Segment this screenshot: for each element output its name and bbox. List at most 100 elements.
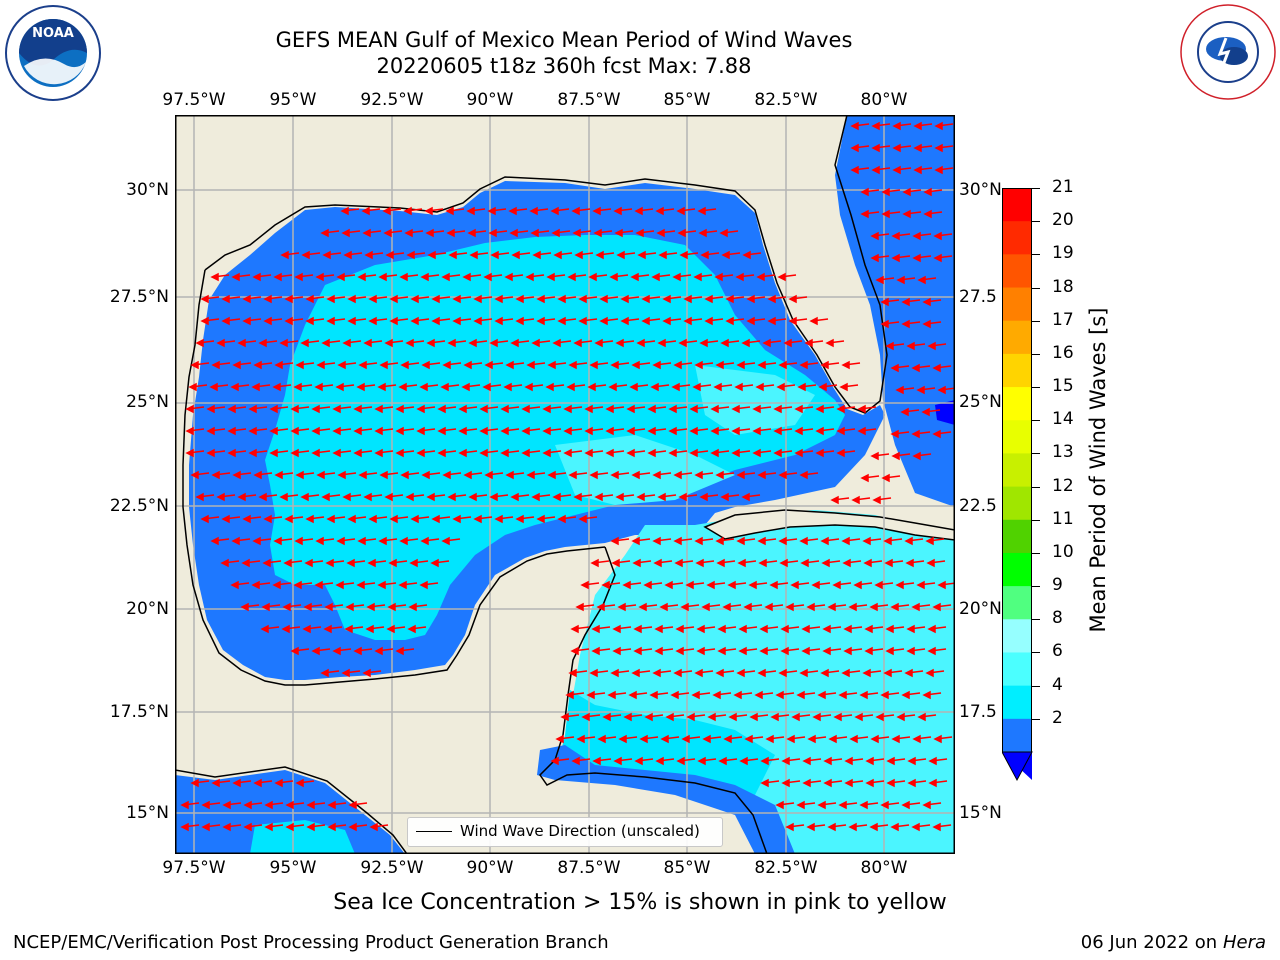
- wind-arrow-head: [638, 602, 647, 612]
- wind-arrow-head: [662, 316, 671, 326]
- colorbar-tick-label: 2: [1052, 707, 1063, 728]
- wind-arrow-head: [723, 734, 732, 744]
- wind-arrow-head: [388, 558, 397, 568]
- wind-arrow-head: [348, 822, 357, 832]
- wind-arrow-head: [896, 275, 905, 285]
- wind-arrow-head: [524, 382, 533, 392]
- wind-arrow-head: [652, 470, 661, 480]
- wind-arrow-head: [572, 228, 581, 238]
- wind-arrow-head: [557, 514, 566, 524]
- wind-arrow-head: [284, 514, 293, 524]
- wind-arrow-head: [844, 778, 853, 788]
- wind-arrow-head: [605, 404, 614, 414]
- wind-arrow-head: [441, 536, 450, 546]
- wind-arrow-head: [875, 275, 884, 285]
- wind-arrow-head: [817, 800, 826, 810]
- wind-arrow-head: [530, 228, 539, 238]
- wind-arrow-head: [404, 228, 413, 238]
- wind-arrow-head: [200, 294, 209, 304]
- wind-arrow-head: [902, 187, 911, 197]
- wind-arrow-head: [348, 800, 357, 810]
- wind-arrow-head: [356, 580, 365, 590]
- wind-arrow-head: [815, 448, 824, 458]
- wind-arrow-head: [325, 558, 334, 568]
- wind-arrow-head: [820, 536, 829, 546]
- wind-arrow-head: [335, 382, 344, 392]
- lat-tick-right: 30°N: [959, 180, 1002, 200]
- wind-arrow-head: [316, 470, 325, 480]
- wind-arrow-head: [715, 360, 724, 370]
- wind-arrow-head: [515, 514, 524, 524]
- wind-arrow-head: [488, 228, 497, 238]
- wind-arrow-head: [609, 272, 618, 282]
- wind-arrow-head: [395, 404, 404, 414]
- wind-arrow-head: [653, 558, 662, 568]
- colorbar-segment: [1002, 254, 1032, 289]
- wind-arrow-head: [300, 492, 309, 502]
- wind-arrow-head: [303, 602, 312, 612]
- wind-arrow-head: [552, 492, 561, 502]
- colorbar-tick-label: 6: [1052, 641, 1063, 662]
- wind-arrow-head: [560, 712, 569, 722]
- wind-arrow-head: [231, 272, 240, 282]
- wind-arrow-head: [557, 316, 566, 326]
- wind-arrow-head: [353, 646, 362, 656]
- colorbar-tick-mark: [1032, 221, 1040, 223]
- wind-arrow-head: [700, 250, 709, 260]
- wind-arrow-head: [634, 206, 643, 216]
- wind-arrow-head: [881, 187, 890, 197]
- wind-arrow-head: [905, 558, 914, 568]
- wind-arrow-head: [791, 712, 800, 722]
- wind-arrow-head: [484, 470, 493, 480]
- wind-arrow-head: [794, 448, 803, 458]
- wind-arrow-head: [389, 316, 398, 326]
- wind-arrow-head: [332, 426, 341, 436]
- wind-arrow-head: [850, 165, 859, 175]
- title-line-2: 20220605 t18z 360h fcst Max: 7.88: [376, 54, 752, 78]
- wind-arrow-head: [628, 690, 637, 700]
- wind-arrow-head: [823, 756, 832, 766]
- wind-arrow-head: [587, 382, 596, 392]
- wind-arrow-head: [437, 404, 446, 414]
- wind-arrow-head: [672, 272, 681, 282]
- colorbar-segment: [1002, 320, 1032, 355]
- wind-arrow-head: [811, 580, 820, 590]
- wind-arrow-head: [610, 536, 619, 546]
- wind-arrow-head: [884, 558, 893, 568]
- wind-arrow-head: [762, 338, 771, 348]
- wind-arrow-head: [865, 778, 874, 788]
- colorbar-tick-mark: [1032, 320, 1040, 322]
- wind-arrow-head: [725, 294, 734, 304]
- colorbar-segment: [1002, 453, 1032, 488]
- colorbar-tick-mark: [1032, 387, 1040, 389]
- wind-arrow-head: [468, 492, 477, 502]
- wind-arrow-head: [500, 426, 509, 436]
- wind-arrow-head: [452, 316, 461, 326]
- wind-arrow-head: [532, 250, 541, 260]
- wind-arrow-head: [881, 473, 890, 483]
- chart-title: GEFS MEAN Gulf of Mexico Mean Period of …: [0, 27, 1128, 79]
- wind-arrow-head: [262, 558, 271, 568]
- wind-arrow-head: [706, 580, 715, 590]
- wind-arrow-head: [463, 360, 472, 370]
- wind-arrow-head: [818, 382, 827, 392]
- lon-tick-bottom: 82.5°W: [754, 858, 818, 878]
- wind-arrow-head: [374, 448, 383, 458]
- wind-arrow-head: [571, 206, 580, 216]
- wind-arrow-head: [242, 316, 251, 326]
- colorbar-tick-mark: [1032, 652, 1040, 654]
- wind-arrow-head: [611, 558, 620, 568]
- wind-arrow-head: [248, 404, 257, 414]
- wind-arrow-head: [568, 360, 577, 370]
- wind-arrow-head: [227, 426, 236, 436]
- wind-arrow-head: [322, 250, 331, 260]
- wind-arrow-head: [365, 624, 374, 634]
- svg-text:NOAA: NOAA: [32, 26, 74, 41]
- pacific-water: [175, 770, 405, 854]
- wind-arrow-head: [736, 360, 745, 370]
- wind-arrow-head: [778, 360, 787, 370]
- wind-arrow-head: [718, 756, 727, 766]
- colorbar-tick-mark: [1032, 586, 1040, 588]
- wind-arrow-head: [674, 558, 683, 568]
- wind-arrow-head: [284, 294, 293, 304]
